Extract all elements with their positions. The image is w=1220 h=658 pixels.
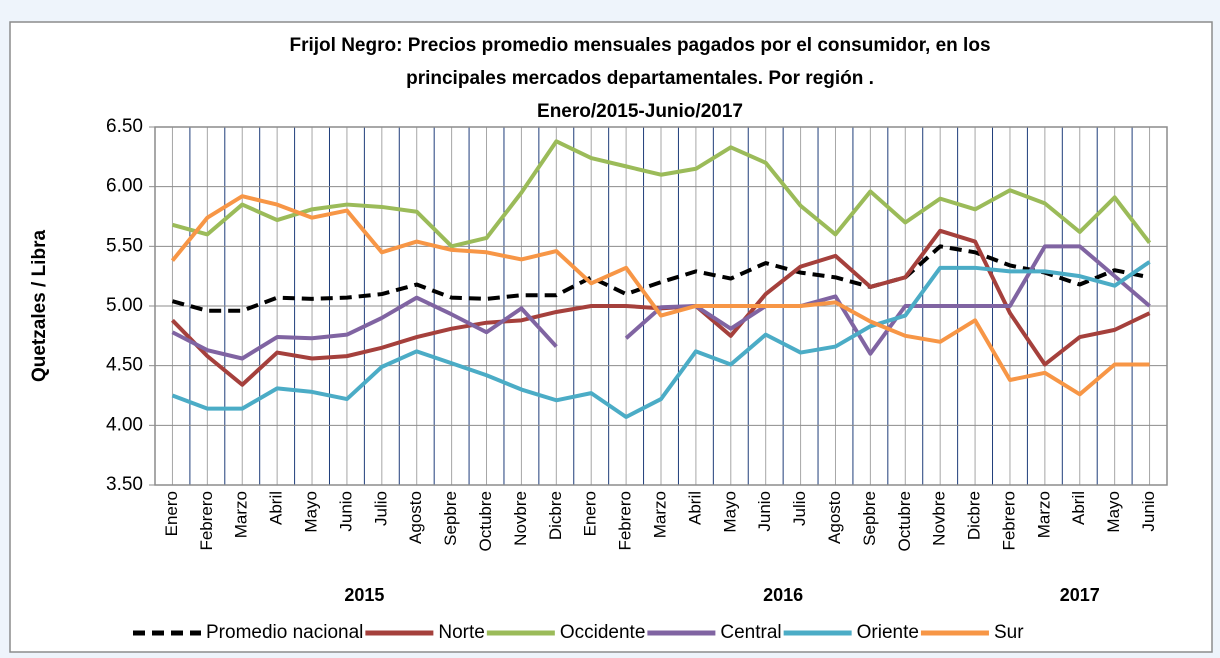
x-tick-label: Dicbre (965, 491, 984, 540)
x-tick-label: Junio (1139, 491, 1158, 532)
x-tick-label: Octubre (895, 491, 914, 551)
year-label: 2016 (763, 585, 803, 605)
year-label: 2015 (344, 585, 384, 605)
legend-label: Central (720, 622, 781, 643)
year-label: 2017 (1060, 585, 1100, 605)
series-line (171, 139, 1152, 249)
legend-label: Promedio nacional (206, 622, 363, 643)
x-tick-label: Agosto (825, 491, 844, 544)
x-tick-label: Dicbre (546, 491, 565, 540)
series-line (171, 244, 1150, 313)
x-tick-label: Abril (1069, 491, 1088, 525)
y-tick-label: 4.50 (106, 355, 143, 376)
x-tick-label: Marzo (650, 491, 669, 538)
x-tick-label: Agosto (406, 491, 425, 544)
series-line (170, 194, 1150, 397)
x-tick-label: Novbre (930, 491, 949, 546)
x-tick-label: Febrero (197, 491, 216, 551)
x-tick-label: Novbre (511, 491, 530, 546)
legend-label: Sur (994, 622, 1024, 643)
chart-title: Enero/2015-Junio/2017 (537, 101, 743, 122)
x-tick-label: Febrero (999, 491, 1018, 551)
y-tick-label: 5.00 (106, 295, 143, 316)
legend-label: Occidente (560, 622, 646, 643)
x-tick-label: Abril (685, 491, 704, 525)
x-tick-label: Enero (581, 491, 600, 536)
y-tick-label: 3.50 (106, 474, 143, 495)
x-tick-label: Abril (267, 491, 286, 525)
y-tick-label: 4.00 (106, 414, 143, 435)
x-tick-label: Sepbre (441, 491, 460, 546)
chart-title: Frijol Negro: Precios promedio mensuales… (289, 35, 990, 56)
x-tick-label: Julio (371, 491, 390, 526)
y-tick-label: 6.00 (106, 176, 143, 197)
y-tick-label: 6.50 (106, 116, 143, 137)
legend-label: Oriente (857, 622, 919, 643)
chart-title: principales mercados departamentales. Po… (406, 68, 874, 89)
series-line (171, 260, 1151, 419)
x-tick-label: Mayo (720, 491, 739, 533)
plot-frame (154, 126, 1168, 486)
x-tick-label: Junio (755, 491, 774, 532)
x-tick-label: Enero (162, 491, 181, 536)
x-tick-label: Mayo (302, 491, 321, 533)
x-tick-label: Marzo (232, 491, 251, 538)
x-tick-label: Febrero (616, 491, 635, 551)
x-tick-label: Marzo (1034, 491, 1053, 538)
y-tick-label: 5.50 (106, 235, 143, 256)
y-axis-label: Quetzales / Libra (29, 230, 50, 382)
x-tick-label: Sepbre (860, 491, 879, 546)
x-tick-label: Junio (336, 491, 355, 532)
x-tick-label: Octubre (476, 491, 495, 551)
x-tick-label: Julio (790, 491, 809, 526)
legend-label: Norte (438, 622, 484, 643)
x-tick-label: Mayo (1104, 491, 1123, 533)
